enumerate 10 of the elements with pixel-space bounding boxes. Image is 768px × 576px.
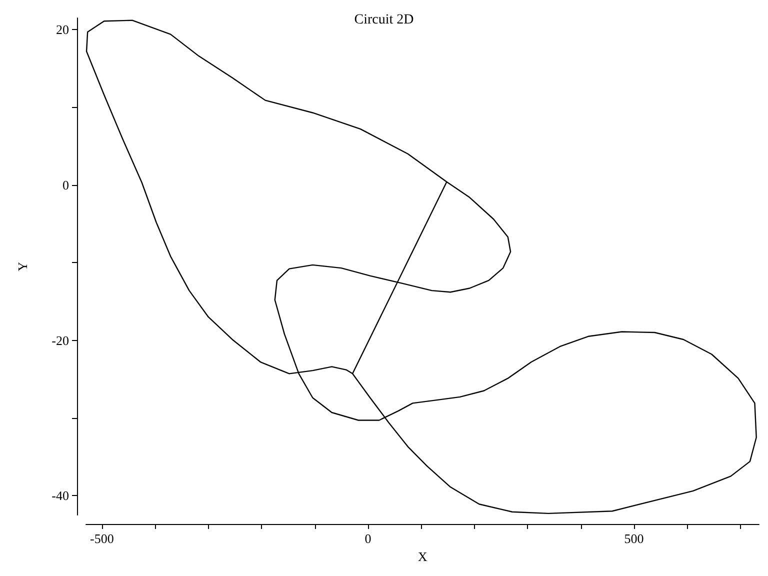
y-tick-label: 0 [62, 177, 69, 192]
y-tick-label: -40 [52, 488, 69, 504]
x-tick-label: 500 [624, 531, 644, 546]
y-tick-label: 20 [56, 22, 69, 38]
y-axis-title: Y [15, 261, 30, 272]
x-tick-label: -500 [90, 531, 114, 546]
x-axis-title: X [418, 549, 428, 564]
x-tick-label: 0 [364, 531, 372, 546]
chart-title: Circuit 2D [354, 12, 414, 28]
y-tick-label: -20 [52, 332, 69, 348]
